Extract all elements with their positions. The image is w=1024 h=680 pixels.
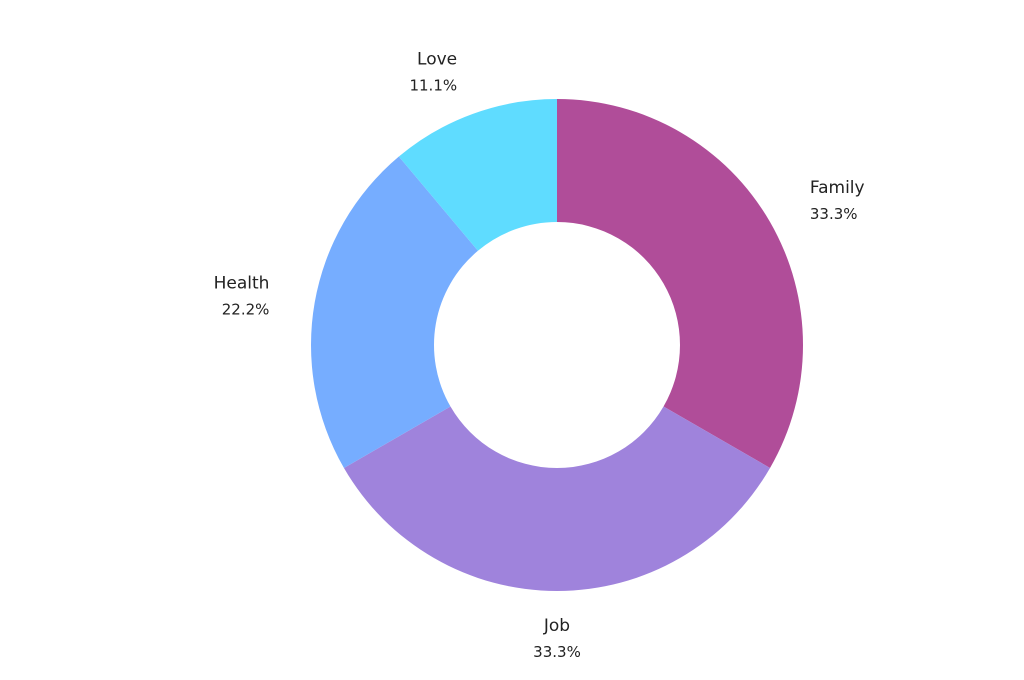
slice-label-job: Job <box>543 616 570 636</box>
slice-family <box>557 99 803 468</box>
slice-love <box>398 99 557 251</box>
slice-percent-job: 33.3% <box>533 643 581 661</box>
slices-layer <box>311 99 803 591</box>
labels-layer: Family 33.3% Job 33.3% Health 22.2% Love 11.1% <box>214 50 865 661</box>
slice-label-health: Health <box>214 273 270 293</box>
slice-percent-health: 22.2% <box>222 300 270 318</box>
slice-label-love: Love <box>417 50 457 70</box>
slice-percent-family: 33.3% <box>810 205 858 223</box>
slice-health <box>311 156 478 468</box>
slice-job <box>343 406 771 591</box>
slice-label-family: Family <box>810 178 865 198</box>
slice-percent-love: 11.1% <box>409 77 457 95</box>
